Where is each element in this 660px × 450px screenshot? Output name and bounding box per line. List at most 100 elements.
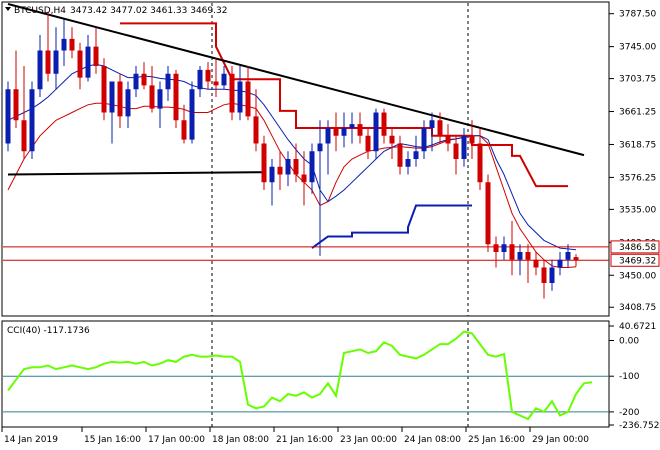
candle-body xyxy=(413,151,419,159)
candle-body xyxy=(37,50,43,90)
candle-body xyxy=(365,135,371,152)
price-panel-frame xyxy=(1,1,610,317)
cci-axis: 40.6721 0.00 -100 -200 -236.7524 xyxy=(609,322,660,431)
candle-body xyxy=(565,252,571,260)
candle-body xyxy=(557,259,563,268)
candle-body xyxy=(573,257,579,261)
time-tick-label: 23 Jan 00:00 xyxy=(340,435,397,445)
cci-panel-frame xyxy=(1,320,610,428)
ma-fast-line xyxy=(7,63,577,251)
candle-body xyxy=(477,143,483,183)
candle-body xyxy=(381,112,387,136)
time-tick-label: 18 Jan 08:00 xyxy=(212,435,269,445)
candle-body xyxy=(213,81,219,86)
candle-body xyxy=(533,259,539,268)
price-tick-label: 3576.25 xyxy=(619,173,656,183)
price-tag-last: 3469.32 xyxy=(619,256,656,266)
candle-body xyxy=(101,66,107,113)
candle-body xyxy=(85,46,91,78)
cci-plot xyxy=(3,330,609,421)
price-tick-label: 3745.00 xyxy=(619,43,656,53)
time-tick-label: 17 Jan 00:00 xyxy=(148,435,205,445)
price-tag-line: 3486.58 xyxy=(619,243,656,253)
candle-body xyxy=(389,135,395,144)
candle-body xyxy=(461,135,467,159)
time-tick-label: 21 Jan 16:00 xyxy=(276,435,333,445)
candle-body xyxy=(333,128,339,136)
cci-label: CCI(40) -117.1736 xyxy=(7,326,90,336)
time-tick-label: 15 Jan 16:00 xyxy=(84,435,141,445)
symbol-label: BTCUSD,H4 xyxy=(14,6,66,16)
cci-tick-label: -236.7524 xyxy=(619,421,660,431)
ohlc-readout: 3473.42 3477.02 3461.33 3469.32 xyxy=(70,6,227,16)
candle-body xyxy=(181,120,187,140)
candle-body xyxy=(309,151,315,183)
candle-body xyxy=(261,143,267,183)
price-tag-box-line xyxy=(610,240,660,254)
price-tick-label: 3450.00 xyxy=(619,271,656,281)
candle-body xyxy=(453,143,459,159)
cci-series-line xyxy=(7,330,593,421)
candle-body xyxy=(173,73,179,121)
candle-body xyxy=(397,143,403,167)
candle-body xyxy=(549,267,555,283)
candle-body xyxy=(325,128,331,144)
price-tick-label: 3661.25 xyxy=(619,108,656,118)
candle-body xyxy=(229,73,235,113)
candle-body xyxy=(197,69,203,90)
candle-body xyxy=(205,69,211,82)
candle-body xyxy=(237,81,243,113)
candle-body xyxy=(117,81,123,117)
candle-body xyxy=(269,166,275,183)
candle-body xyxy=(445,135,451,144)
price-tick-label: 3535.00 xyxy=(619,205,656,215)
price-axis: 3787.50 3745.00 3703.75 3661.25 3618.75 3576.… xyxy=(609,10,660,313)
candle-body xyxy=(485,182,491,245)
candle-body xyxy=(277,166,283,175)
candle-body xyxy=(157,89,163,109)
candle-body xyxy=(45,50,51,74)
price-tick-label: 3408.75 xyxy=(619,303,656,313)
candle-body xyxy=(253,116,259,144)
candle-body xyxy=(317,143,323,152)
candle-body xyxy=(29,89,35,152)
candle-body xyxy=(501,244,507,252)
candle-body xyxy=(165,73,171,90)
time-tick-label: 29 Jan 00:00 xyxy=(532,435,589,445)
candle-body xyxy=(53,50,59,74)
session-separators xyxy=(211,3,469,427)
candle-body xyxy=(141,73,147,86)
candle-body xyxy=(109,81,115,113)
candle-body xyxy=(341,128,347,136)
candle-body xyxy=(61,38,67,51)
candle-body xyxy=(69,38,75,51)
price-tick-label: 3618.75 xyxy=(619,140,656,150)
candle-body xyxy=(77,50,83,78)
candle-body xyxy=(285,159,291,175)
resistance-trendline xyxy=(7,3,585,157)
candle-body xyxy=(525,252,531,260)
candlesticks xyxy=(5,11,579,299)
candle-body xyxy=(373,112,379,152)
candle-body xyxy=(517,252,523,260)
candle-body xyxy=(421,128,427,152)
candle-body xyxy=(245,81,251,117)
candle-body xyxy=(21,120,27,152)
candle-body xyxy=(13,89,19,121)
candle-body xyxy=(429,120,435,128)
candle-body xyxy=(469,135,475,144)
candle-body xyxy=(5,89,11,144)
candle-body xyxy=(293,159,299,175)
candle-body xyxy=(133,73,139,90)
candle-body xyxy=(301,174,307,183)
price-tick-label: 3703.75 xyxy=(619,75,656,85)
candle-body xyxy=(125,89,131,117)
candle-body xyxy=(405,159,411,167)
symbol-dropdown-icon[interactable] xyxy=(5,7,11,11)
cci-tick-label: 40.6721 xyxy=(619,322,656,332)
candle-body xyxy=(509,244,515,260)
time-axis: 14 Jan 2019 15 Jan 16:00 17 Jan 00:00 18 Ja… xyxy=(1,427,589,445)
cci-tick-label: 0.00 xyxy=(619,337,639,347)
